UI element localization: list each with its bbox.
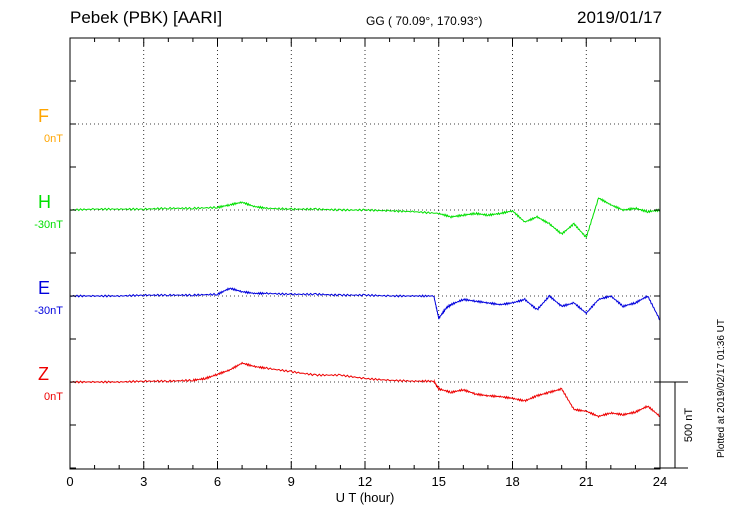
component-label-h: H bbox=[38, 192, 51, 212]
axis-ticks: 0 3 6 9 12 15 18 21 24 bbox=[66, 38, 667, 489]
x-tick-label: 3 bbox=[140, 474, 147, 489]
baseline-label-z: 0nT bbox=[44, 391, 63, 403]
x-tick-label: 18 bbox=[505, 474, 519, 489]
baseline-label-e: -30nT bbox=[34, 305, 63, 317]
x-tick-label: 12 bbox=[358, 474, 372, 489]
series-layer bbox=[69, 197, 661, 419]
x-tick-label: 0 bbox=[66, 474, 73, 489]
station-title: Pebek (PBK) [AARI] bbox=[70, 8, 223, 27]
component-label-e: E bbox=[38, 278, 50, 298]
baseline-label-f: 0nT bbox=[44, 133, 63, 145]
x-tick-label: 9 bbox=[288, 474, 295, 489]
station-coordinates: GG ( 70.09°, 170.93°) bbox=[366, 14, 483, 28]
component-label-f: F bbox=[38, 106, 49, 126]
baseline-label-h: -30nT bbox=[34, 219, 63, 231]
series-line-z bbox=[69, 361, 661, 419]
x-axis-label: U T (hour) bbox=[336, 490, 395, 505]
component-labels: F 0nT H -30nT E -30nT Z 0nT bbox=[34, 106, 63, 403]
scale-bar: 500 nT bbox=[660, 381, 695, 469]
x-tick-label: 24 bbox=[653, 474, 667, 489]
chart-date: 2019/01/17 bbox=[577, 8, 663, 27]
component-label-z: Z bbox=[38, 364, 49, 384]
x-tick-label: 6 bbox=[214, 474, 221, 489]
x-tick-label: 15 bbox=[432, 474, 446, 489]
series-line-e bbox=[69, 287, 661, 321]
scale-bar-label: 500 nT bbox=[683, 408, 695, 443]
series-line-h bbox=[69, 197, 661, 239]
x-tick-label: 21 bbox=[579, 474, 593, 489]
